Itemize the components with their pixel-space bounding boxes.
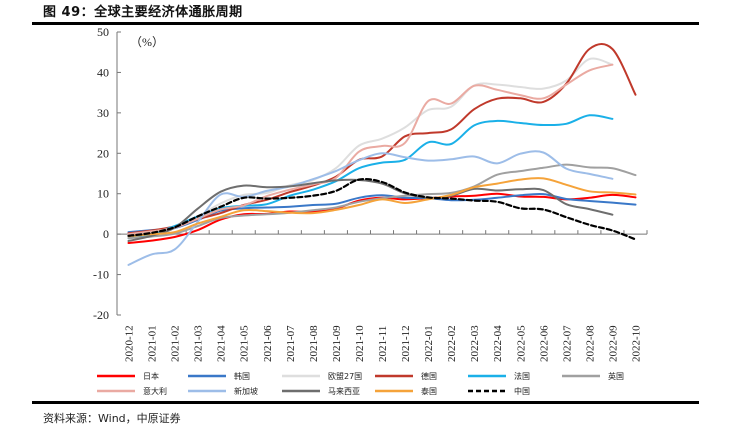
y-tick-label: -20 xyxy=(93,308,109,322)
unit-label: （%） xyxy=(130,35,164,49)
top-rule-divider xyxy=(32,22,699,25)
x-tick-label: 2021-10 xyxy=(354,325,366,362)
y-tick-label: 10 xyxy=(97,187,109,201)
y-tick-label: 20 xyxy=(97,146,109,160)
series-line-2 xyxy=(127,57,614,239)
x-tick-label: 2022-08 xyxy=(584,325,596,362)
x-tick-label: 2022-05 xyxy=(515,325,527,362)
legend-item: 英国 xyxy=(562,371,624,381)
legend-label: 欧盟27国 xyxy=(328,371,362,381)
y-tick-label: -10 xyxy=(93,268,109,282)
x-tick-label: 2022-06 xyxy=(538,325,550,362)
x-tick-label: 2021-05 xyxy=(239,325,251,362)
x-tick-label: 2021-06 xyxy=(262,325,274,362)
x-tick-label: 2022-01 xyxy=(423,325,435,362)
series-line-6 xyxy=(127,63,614,236)
series-line-3 xyxy=(127,42,637,235)
series-line-10 xyxy=(127,177,637,241)
x-tick-label: 2021-03 xyxy=(193,325,205,362)
legend-item: 法国 xyxy=(468,371,530,381)
x-tick-label: 2021-04 xyxy=(216,325,228,362)
y-tick-label: 0 xyxy=(103,227,109,241)
y-tick-label: 40 xyxy=(97,65,109,79)
legend-item: 马来西亚 xyxy=(282,387,360,396)
x-tick-label: 2020-12 xyxy=(124,325,136,362)
legend-item: 日本 xyxy=(97,371,159,381)
legend-label: 法国 xyxy=(514,371,530,381)
y-tick-label: 30 xyxy=(97,106,109,120)
chart-axes: -20 -10 0 10 20 30 40 50 2020-12 2021-01 2021-02 20… xyxy=(93,25,648,362)
x-tick-label: 2022-07 xyxy=(561,325,573,362)
legend-label: 新加坡 xyxy=(234,386,258,396)
x-tick-label: 2022-02 xyxy=(446,325,458,362)
x-tick-label: 2021-01 xyxy=(147,325,159,362)
x-tick-label: 2021-02 xyxy=(170,325,182,362)
legend-item: 欧盟27国 xyxy=(282,371,362,381)
series-line-7 xyxy=(127,150,614,266)
series-line-5 xyxy=(127,163,637,240)
legend-item: 德国 xyxy=(375,371,437,381)
legend-item: 泰国 xyxy=(375,386,437,396)
legend-label: 马来西亚 xyxy=(328,387,360,396)
series-line-1 xyxy=(127,192,637,234)
x-tick-label: 2022-03 xyxy=(469,325,481,362)
legend-label: 中国 xyxy=(514,386,530,396)
bottom-rule-divider xyxy=(32,401,699,404)
x-tick-label: 2021-08 xyxy=(308,325,320,362)
chart-series-lines xyxy=(127,42,637,266)
x-tick-label: 2021-11 xyxy=(377,326,389,362)
y-tick-label: 50 xyxy=(97,25,109,39)
legend-label: 韩国 xyxy=(234,371,250,381)
legend-label: 英国 xyxy=(608,371,624,381)
x-tick-label: 2022-10 xyxy=(630,325,642,362)
series-line-9 xyxy=(127,177,637,238)
legend-label: 意大利 xyxy=(143,386,167,396)
x-tick-label: 2021-12 xyxy=(400,325,412,362)
legend-label: 泰国 xyxy=(421,386,437,396)
x-tick-label: 2021-07 xyxy=(285,325,297,362)
series-line-8 xyxy=(127,178,614,242)
legend-label: 德国 xyxy=(421,371,437,381)
series-line-4 xyxy=(127,114,614,240)
legend-item: 新加坡 xyxy=(188,386,258,396)
x-tick-label: 2022-04 xyxy=(492,325,504,362)
legend-item: 中国 xyxy=(468,386,530,396)
legend-item: 韩国 xyxy=(188,371,250,381)
legend-label: 日本 xyxy=(143,371,159,381)
x-tick-label: 2022-09 xyxy=(607,325,619,362)
chart-title: 图 49：全球主要经济体通胀周期 xyxy=(43,5,243,20)
legend-item: 意大利 xyxy=(97,386,167,396)
source-note: 资料来源：Wind，中原证券 xyxy=(43,412,181,425)
x-tick-label: 2021-09 xyxy=(331,325,343,362)
